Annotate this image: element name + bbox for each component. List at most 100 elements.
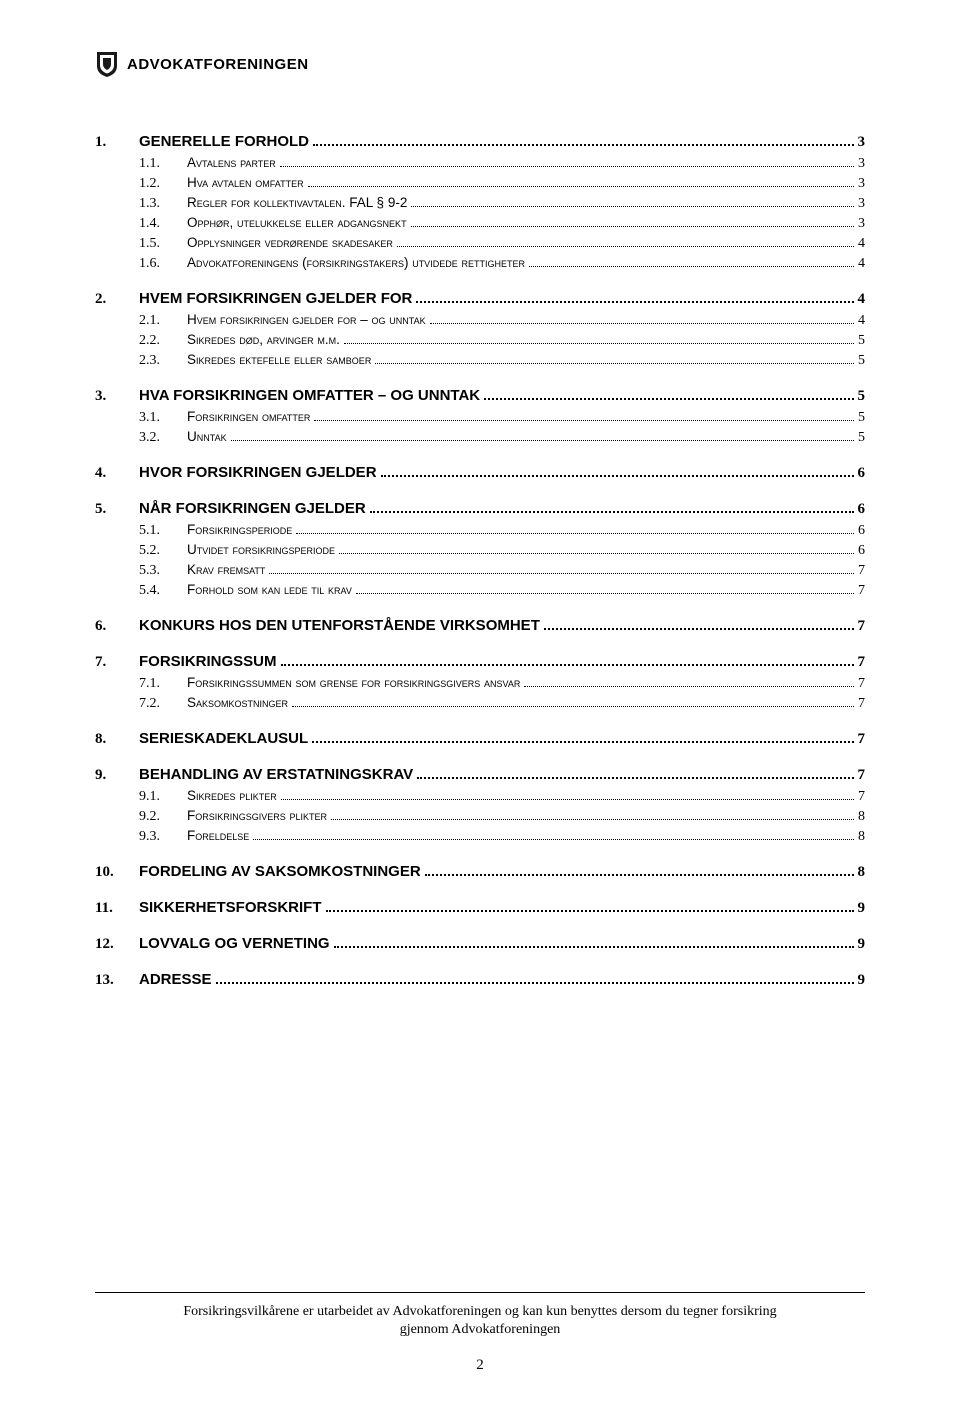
footer-text: Forsikringsvilkårene er utarbeidet av Ad…	[95, 1303, 865, 1339]
toc-subsection: 5.2.Utvidet forsikringsperiode 6	[139, 542, 865, 559]
toc-subsection: 7.1.Forsikringssummen som grense for for…	[139, 675, 865, 692]
toc-subsection: 9.2.Forsikringsgivers plikter 8	[139, 808, 865, 825]
toc-number: 5.3.	[139, 563, 187, 579]
toc-title: Krav fremsatt	[187, 562, 265, 577]
toc-title: LOVVALG OG VERNETING	[137, 935, 330, 952]
toc-subsection: 9.1.Sikredes plikter 7	[139, 788, 865, 805]
toc-number: 1.5.	[139, 236, 187, 252]
toc-page-number: 5	[858, 430, 865, 446]
toc-leader-dots	[425, 874, 854, 876]
toc-leader-dots	[411, 226, 854, 227]
toc-title: Unntak	[187, 429, 227, 444]
toc-number: 12.	[95, 936, 137, 953]
toc-number: 5.4.	[139, 583, 187, 599]
toc-section: 7.FORSIKRINGSSUM 7	[95, 653, 865, 671]
toc-section: 8.SERIESKADEKLAUSUL 7	[95, 730, 865, 748]
table-of-contents: 1.GENERELLE FORHOLD 31.1.Avtalens parter…	[95, 133, 865, 989]
toc-leader-dots	[524, 686, 854, 687]
toc-section: 5.NÅR FORSIKRINGEN GJELDER 6	[95, 500, 865, 518]
toc-leader-dots	[397, 246, 854, 247]
toc-leader-dots	[484, 398, 853, 400]
toc-title: Hvem forsikringen gjelder for – og unnta…	[187, 312, 426, 327]
toc-number: 13.	[95, 972, 137, 989]
toc-title: NÅR FORSIKRINGEN GJELDER	[137, 500, 366, 517]
toc-leader-dots	[231, 440, 854, 441]
toc-leader-dots	[375, 363, 854, 364]
toc-page-number: 9	[858, 972, 866, 989]
toc-leader-dots	[334, 946, 854, 948]
toc-number: 3.2.	[139, 430, 187, 446]
toc-subsection: 1.6.Advokatforeningens (forsikringstaker…	[139, 255, 865, 272]
toc-title: FORDELING AV SAKSOMKOSTNINGER	[137, 863, 421, 880]
toc-leader-dots	[411, 206, 854, 207]
toc-page-number: 5	[858, 353, 865, 369]
toc-section: 10.FORDELING AV SAKSOMKOSTNINGER 8	[95, 863, 865, 881]
toc-title: SIKKERHETSFORSKRIFT	[137, 899, 322, 916]
toc-title: HVEM FORSIKRINGEN GJELDER FOR	[137, 290, 412, 307]
toc-number: 1.2.	[139, 176, 187, 192]
toc-number: 2.1.	[139, 313, 187, 329]
toc-page-number: 7	[858, 563, 865, 579]
toc-number: 5.2.	[139, 543, 187, 559]
toc-title: Forsikringsperiode	[187, 522, 292, 537]
toc-section: 12.LOVVALG OG VERNETING 9	[95, 935, 865, 953]
footer-rule	[95, 1292, 865, 1293]
toc-page-number: 6	[858, 543, 865, 559]
toc-page-number: 7	[858, 676, 865, 692]
toc-leader-dots	[356, 593, 854, 594]
toc-number: 2.	[95, 291, 137, 308]
toc-title: Avtalens parter	[187, 155, 276, 170]
toc-subsection: 2.2.Sikredes død, arvinger m.m. 5	[139, 332, 865, 349]
toc-number: 9.2.	[139, 809, 187, 825]
toc-page-number: 4	[858, 256, 865, 272]
toc-page-number: 7	[858, 654, 866, 671]
toc-subsection: 1.2.Hva avtalen omfatter 3	[139, 175, 865, 192]
toc-number: 7.2.	[139, 696, 187, 712]
toc-page-number: 7	[858, 789, 865, 805]
toc-section: 13.ADRESSE 9	[95, 971, 865, 989]
toc-page-number: 5	[858, 410, 865, 426]
toc-number: 3.	[95, 388, 137, 405]
toc-subsection: 9.3.Foreldelse 8	[139, 828, 865, 845]
toc-number: 5.1.	[139, 523, 187, 539]
page-number: 2	[95, 1357, 865, 1374]
toc-leader-dots	[308, 186, 854, 187]
toc-page-number: 7	[858, 731, 866, 748]
toc-leader-dots	[529, 266, 854, 267]
toc-number: 1.3.	[139, 196, 187, 212]
toc-leader-dots	[281, 664, 854, 666]
toc-page-number: 3	[858, 196, 865, 212]
brand-name: ADVOKATFORENINGEN	[127, 56, 309, 73]
toc-title: BEHANDLING AV ERSTATNINGSKRAV	[137, 766, 413, 783]
toc-leader-dots	[344, 343, 854, 344]
toc-number: 9.	[95, 767, 137, 784]
toc-title: SERIESKADEKLAUSUL	[137, 730, 308, 747]
toc-page-number: 5	[858, 333, 865, 349]
toc-number: 9.1.	[139, 789, 187, 805]
toc-title: Sikredes ektefelle eller samboer	[187, 352, 371, 367]
toc-section: 2.HVEM FORSIKRINGEN GJELDER FOR 4	[95, 290, 865, 308]
toc-title: GENERELLE FORHOLD	[137, 133, 309, 150]
toc-leader-dots	[269, 573, 854, 574]
toc-title: Foreldelse	[187, 828, 249, 843]
toc-leader-dots	[370, 511, 854, 513]
toc-page-number: 3	[858, 156, 865, 172]
toc-page-number: 4	[858, 236, 865, 252]
toc-number: 1.4.	[139, 216, 187, 232]
page-header: ADVOKATFORENINGEN	[95, 50, 865, 78]
toc-subsection: 7.2.Saksomkostninger 7	[139, 695, 865, 712]
toc-title: FORSIKRINGSSUM	[137, 653, 277, 670]
toc-title: Forsikringsgivers plikter	[187, 808, 327, 823]
toc-title: ADRESSE	[137, 971, 212, 988]
footer-line-2: gjennom Advokatforeningen	[400, 1322, 561, 1337]
toc-leader-dots	[281, 799, 854, 800]
toc-page-number: 5	[858, 388, 866, 405]
toc-subsection: 3.2.Unntak 5	[139, 429, 865, 446]
toc-page-number: 4	[858, 291, 866, 308]
toc-page-number: 9	[858, 936, 866, 953]
toc-page-number: 7	[858, 696, 865, 712]
toc-title: Forsikringen omfatter	[187, 409, 310, 424]
shield-icon	[95, 50, 119, 78]
toc-number: 7.1.	[139, 676, 187, 692]
toc-leader-dots	[253, 839, 854, 840]
